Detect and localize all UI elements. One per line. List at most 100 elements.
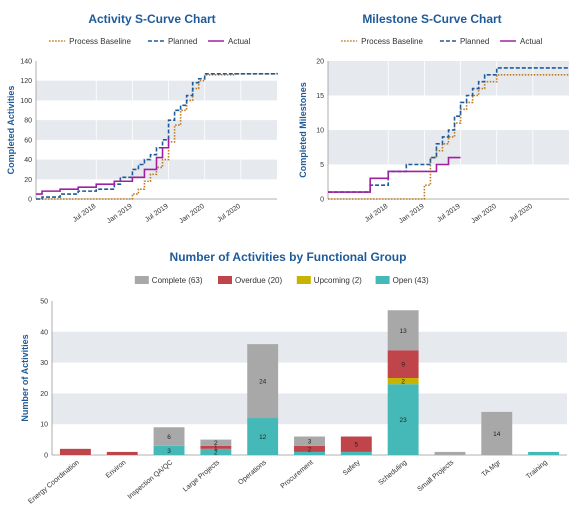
legend-item[interactable]: Planned [439, 37, 489, 46]
y-tick-label: 20 [316, 59, 324, 66]
x-tick-label: Operations [237, 459, 268, 487]
legend-label: Process Baseline [69, 37, 131, 46]
bar-segment[interactable] [59, 448, 91, 455]
plot-area: 0 10 20 30 40 50 Energy Coordination Environ Ins… [27, 299, 567, 506]
bar-segment[interactable] [481, 411, 513, 455]
bar-segment[interactable] [387, 310, 419, 351]
chart-legend: Process Baseline Planned Actual [341, 37, 543, 46]
bar-segment[interactable] [528, 451, 560, 455]
bar-segment[interactable] [200, 448, 232, 455]
bar-segment[interactable] [247, 344, 279, 419]
data-label: 12 [259, 434, 267, 441]
x-tick-label: Jul 2018 [364, 203, 390, 224]
series-line[interactable] [36, 72, 278, 200]
data-label: 2 [214, 449, 218, 456]
bar-segment[interactable] [153, 445, 185, 455]
data-label: 23 [400, 417, 408, 424]
grid-band [52, 331, 567, 363]
y-axis-label: Number of Activities [20, 334, 30, 421]
bar-segment[interactable] [153, 427, 185, 446]
grid-band [52, 393, 567, 425]
data-label: 2 [214, 440, 218, 447]
plot-area: 0 5 10 15 20 Jul 2018 Jan 2019 Jul 2019 Jan 2020… [316, 59, 569, 225]
legend-swatch [375, 276, 390, 284]
data-label: 13 [400, 328, 408, 335]
legend-swatch [218, 276, 232, 284]
bar-segment[interactable] [340, 451, 372, 455]
x-tick-label: Jan 2020 [470, 203, 498, 225]
x-tick-label: Scheduling [377, 459, 408, 487]
legend-item[interactable]: Process Baseline [341, 37, 424, 46]
legend-label: Complete (63) [152, 276, 203, 285]
bar-segment[interactable] [200, 439, 232, 446]
x-tick-label: Inspection QA/QC [127, 459, 175, 501]
chart-legend: Complete (63) Overdue (20) Upcoming (2) Ope… [134, 276, 429, 285]
y-tick-label: 120 [20, 78, 32, 85]
bar-segment[interactable] [294, 451, 325, 455]
bar-segment[interactable] [294, 445, 325, 452]
bar-segment[interactable] [340, 436, 372, 452]
series-line[interactable] [328, 67, 569, 193]
functional-group-bar-chart: Number of Activities by Functional Group… [20, 250, 567, 506]
data-label: 9 [401, 362, 405, 369]
bar-segment[interactable] [387, 378, 419, 385]
legend-item[interactable]: Upcoming (2) [296, 276, 362, 285]
y-tick-label: 40 [40, 329, 48, 336]
y-tick-label: 0 [320, 197, 324, 204]
activity-s-curve-chart: Activity S-Curve Chart Process Baseline P… [6, 12, 278, 225]
data-label: 2 [401, 379, 405, 386]
y-tick-label: 15 [316, 93, 324, 100]
legend-item[interactable]: Complete (63) [134, 276, 203, 285]
y-axis-label: Completed Activities [6, 86, 16, 175]
y-tick-label: 140 [20, 59, 32, 66]
x-tick-label: Jul 2020 [508, 203, 534, 224]
bar-segment[interactable] [247, 418, 279, 455]
y-axis-label: Completed Milestones [298, 82, 308, 178]
chart-title: Activity S-Curve Chart [88, 12, 215, 26]
y-tick-label: 0 [28, 197, 32, 204]
y-tick-label: 50 [40, 299, 48, 306]
data-label: 24 [259, 379, 267, 386]
y-tick-label: 40 [24, 157, 32, 164]
data-label: 3 [167, 448, 171, 455]
chart-legend: Process Baseline Planned Actual [49, 37, 251, 46]
legend-item[interactable]: Process Baseline [49, 37, 132, 46]
legend-label: Upcoming (2) [314, 276, 362, 285]
bar-segment[interactable] [106, 451, 138, 455]
x-tick-label: Energy Coordination [27, 459, 80, 505]
x-tick-label: Jul 2020 [216, 203, 242, 224]
grid-band [328, 61, 569, 96]
bar-segment[interactable] [387, 384, 419, 455]
bar-segment[interactable] [200, 445, 232, 449]
data-label: 5 [355, 442, 359, 449]
x-tick-label: Small Projects [416, 459, 455, 493]
y-tick-label: 60 [24, 137, 32, 144]
x-tick-label: Training [525, 459, 549, 481]
x-tick-label: Procurement [280, 459, 315, 490]
legend-label: Actual [228, 37, 250, 46]
y-tick-label: 30 [40, 360, 48, 367]
bar-segment[interactable] [387, 350, 419, 378]
legend-item[interactable]: Overdue (20) [218, 276, 282, 285]
data-label: 2 [308, 446, 312, 453]
y-tick-label: 10 [316, 128, 324, 135]
milestone-s-curve-chart: Milestone S-Curve Chart Process Baseline… [298, 12, 569, 225]
legend-item[interactable]: Planned [147, 37, 197, 46]
y-tick-label: 100 [20, 98, 32, 105]
y-tick-label: 20 [40, 391, 48, 398]
legend-item[interactable]: Actual [500, 37, 543, 46]
legend-item[interactable]: Actual [208, 37, 251, 46]
legend-label: Planned [168, 37, 197, 46]
x-tick-label: Environ [105, 459, 128, 480]
bar-segment[interactable] [294, 436, 325, 446]
bar-segment[interactable] [434, 451, 466, 455]
legend-item[interactable]: Open (43) [375, 276, 429, 285]
legend-label: Process Baseline [361, 37, 423, 46]
x-tick-label: Jul 2019 [144, 203, 170, 224]
legend-label: Actual [520, 37, 542, 46]
legend-label: Open (43) [393, 276, 429, 285]
series-line[interactable] [328, 156, 461, 193]
x-tick-label: Safety [342, 459, 362, 477]
series-line[interactable] [36, 137, 170, 195]
